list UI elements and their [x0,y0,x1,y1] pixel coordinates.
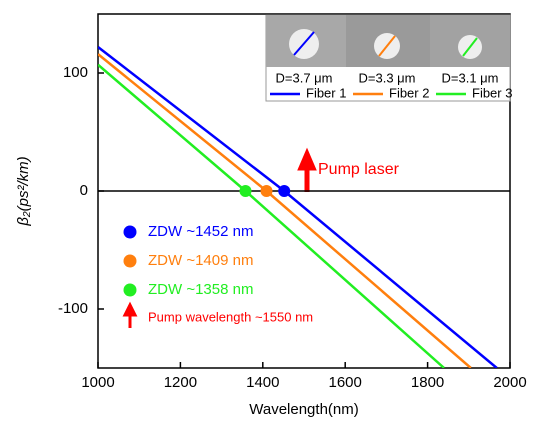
zdw-marker [278,185,291,197]
zdw-legend-dot [123,225,137,239]
zdw-marker [260,185,273,197]
y-axis-label: β₂(ps²/km) [15,156,32,226]
x-tick-label: 1400 [246,374,279,391]
x-tick-label: 1000 [81,374,114,391]
fiber-core-line [378,35,396,57]
legend-label: Fiber 1 [306,85,346,100]
pump-laser-label: Pump laser [318,161,400,178]
y-tick-label: 100 [63,64,88,81]
x-tick-label: 1800 [411,374,444,391]
zdw-legend-label: ZDW ~1358 nm [148,281,253,298]
x-tick-label: 1200 [164,374,197,391]
zdw-legend-label: ZDW ~1409 nm [148,252,253,269]
zdw-legend-dot [123,254,137,268]
x-tick-label: 2000 [493,374,526,391]
zdw-marker [239,185,252,197]
legend-label: Fiber 2 [389,85,429,100]
y-tick-label: -100 [58,300,88,317]
zdw-legend-label: ZDW ~1452 nm [148,223,253,240]
fiber-diameter: D=3.7 μm [276,70,333,85]
y-tick-label: 0 [80,182,88,199]
fiber-diameter: D=3.3 μm [359,70,416,85]
zdw-legend-dot [123,283,137,297]
x-axis-label: Wavelength(nm) [249,401,358,418]
pump-arrow [297,147,317,192]
fiber-diameter: D=3.1 μm [442,70,499,85]
fiber-core-line [462,37,478,57]
pump-wavelength-arrow [122,301,138,328]
fiber-images [265,14,511,102]
x-tick-label: 1600 [329,374,362,391]
pump-wavelength-label: Pump wavelength ~1550 nm [148,309,313,324]
legend-label: Fiber 3 [472,85,512,100]
fiber-core-line [293,31,315,56]
